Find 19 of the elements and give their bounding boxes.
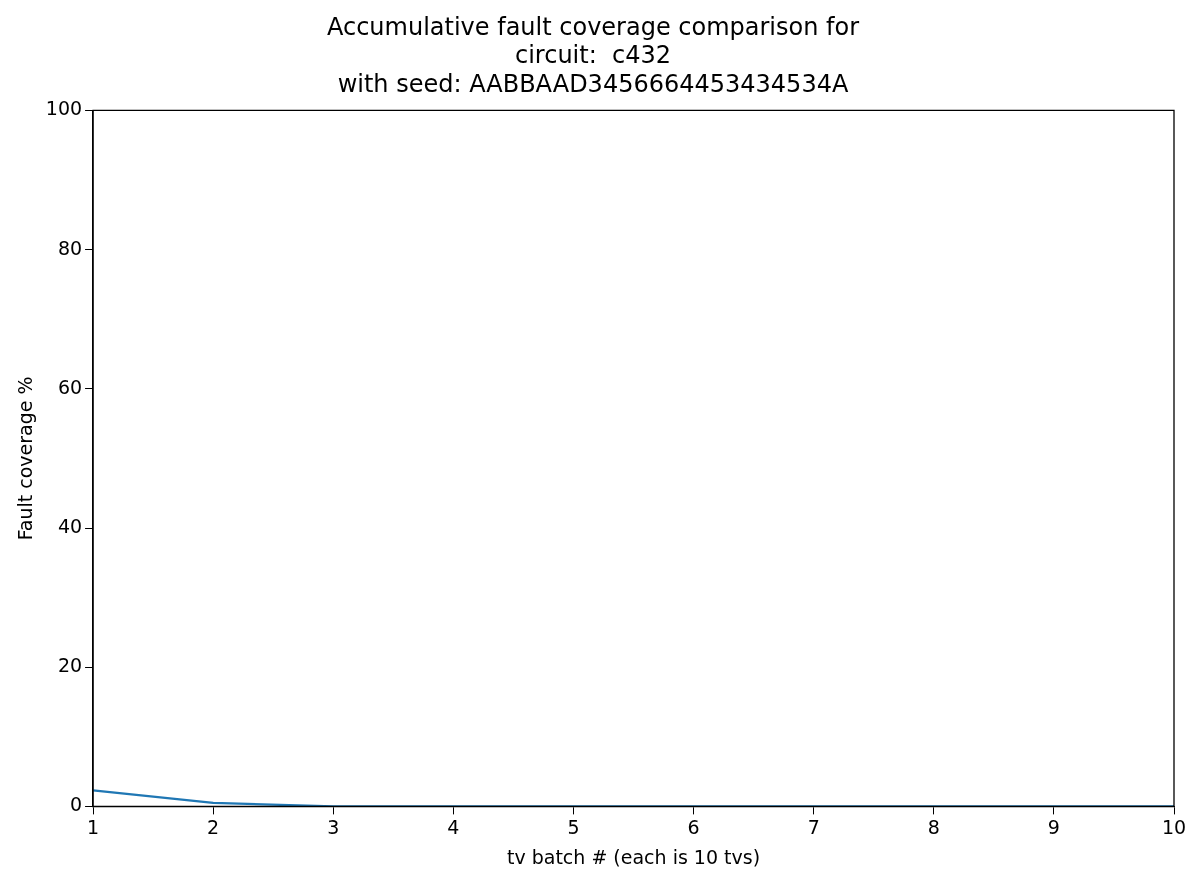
x-tick-label: 9 (1047, 815, 1060, 838)
y-tick-label: 60 (57, 375, 83, 398)
x-axis-title: tv batch # (each is 10 tvs) (506, 845, 761, 868)
y-axis-title: Fault coverage % (14, 376, 37, 541)
chart-title: Accumulative fault coverage comparison for circuit: c432 with seed: AABBAAD3456664453434534A (326, 12, 860, 99)
y-tick-label: 100 (45, 97, 83, 120)
y-tick-label: 20 (57, 654, 83, 677)
x-tick-label: 7 (807, 815, 820, 838)
x-tick-label: 10 (1161, 815, 1187, 838)
y-tick-label: 0 (69, 793, 83, 816)
x-tick-label: 6 (687, 815, 700, 838)
x-tick-label: 3 (327, 815, 340, 838)
x-tick-label: 2 (207, 815, 220, 838)
x-tick-label: 4 (447, 815, 460, 838)
x-tick-label: 1 (87, 815, 100, 838)
y-tick-label: 80 (57, 236, 83, 259)
y-tick-label: 40 (57, 514, 83, 537)
x-tick-label: 5 (567, 815, 580, 838)
x-tick-label: 8 (927, 815, 940, 838)
